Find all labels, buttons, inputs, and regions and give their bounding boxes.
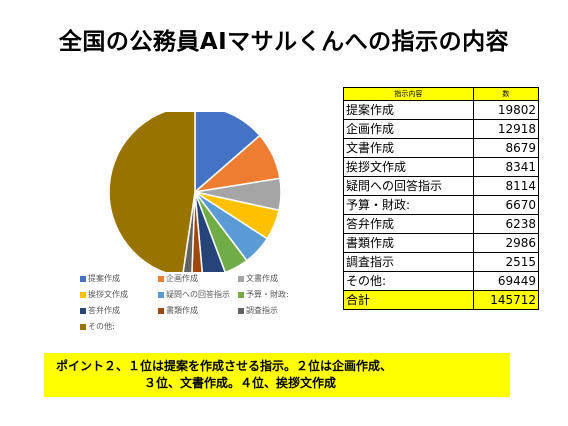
legend-label: 疑問への回答指示 [166, 290, 230, 299]
legend-item: 疑問への回答指示 [158, 290, 230, 300]
table-row: 予算・財政: 6670 [343, 195, 540, 215]
legend-swatch [80, 291, 86, 298]
legend-item: 提案作成 [80, 274, 120, 284]
legend-label: 予算・財政: [246, 290, 289, 299]
table-row: 疑問への回答指示 8114 [343, 176, 540, 196]
row-label: その他: [343, 271, 474, 291]
row-value: 8679 [472, 138, 540, 158]
total-label: 合計 [343, 290, 474, 310]
table-header-cell: 指示内容 [343, 87, 474, 101]
table-row: 文書作成 8679 [343, 138, 540, 158]
legend-label: 答弁作成 [88, 306, 120, 315]
key-point-box: ポイント２、１位は提案を作成させる指示。２位は企画作成、 ３位、文書作成。４位、… [44, 353, 510, 397]
table-header-row: 指示内容 数 [343, 87, 540, 101]
pie-chart [108, 112, 282, 272]
row-label: 提案作成 [343, 100, 474, 120]
row-value: 2986 [472, 233, 540, 253]
legend-swatch [80, 323, 86, 330]
legend-label: その他: [88, 322, 115, 331]
pie-slice [182, 191, 196, 272]
row-label: 調査指示 [343, 252, 474, 272]
row-label: 疑問への回答指示 [343, 176, 474, 196]
legend-label: 調査指示 [246, 306, 278, 315]
table-row: 調査指示 2515 [343, 252, 540, 272]
pie-slice [194, 112, 261, 194]
table-row: その他: 69449 [343, 271, 540, 291]
page-title: 全国の公務員AIマサルくんへの指示の内容 [58, 29, 510, 55]
table-row: 挨拶文作成 8341 [343, 157, 540, 177]
row-label: 挨拶文作成 [343, 157, 474, 177]
data-table: 指示内容 数 提案作成 19802 企画作成 12918 文書作成 8679 挨拶文作… [343, 87, 540, 310]
row-label: 企画作成 [343, 119, 474, 139]
legend-item: 調査指示 [238, 306, 278, 316]
legend-item: 挨拶文作成 [80, 290, 128, 300]
legend-label: 文書作成 [246, 274, 278, 283]
table-row: 書類作成 2986 [343, 233, 540, 253]
legend-label: 挨拶文作成 [88, 290, 128, 299]
legend-label: 提案作成 [88, 274, 120, 283]
legend-item: その他: [80, 322, 115, 332]
table-header-cell: 数 [472, 87, 540, 101]
legend-item: 予算・財政: [238, 290, 289, 300]
legend-item: 文書作成 [238, 274, 278, 284]
row-label: 書類作成 [343, 233, 474, 253]
legend-swatch [158, 291, 164, 298]
table-row: 提案作成 19802 [343, 100, 540, 120]
row-value: 2515 [472, 252, 540, 272]
table-row: 答弁作成 6238 [343, 214, 540, 234]
legend-swatch [80, 275, 86, 282]
key-point-line: ３位、文書作成。４位、挨拶文作成 [144, 376, 337, 390]
legend-swatch [238, 307, 244, 314]
total-value: 145712 [472, 290, 540, 310]
legend-item: 書類作成 [158, 306, 198, 316]
legend-swatch [158, 307, 164, 314]
pie-slice [194, 191, 248, 272]
row-value: 6670 [472, 195, 540, 215]
row-value: 6238 [472, 214, 540, 234]
legend-label: 企画作成 [166, 274, 198, 283]
row-value: 19802 [472, 100, 540, 120]
pie-slice [108, 112, 196, 272]
row-label: 答弁作成 [343, 214, 474, 234]
legend-swatch [238, 275, 244, 282]
pie-slice [194, 191, 226, 272]
key-point-line: ポイント２、１位は提案を作成させる指示。２位は企画作成、 [56, 359, 393, 373]
legend-swatch [158, 275, 164, 282]
table-total-row: 合計 145712 [343, 290, 540, 310]
row-value: 69449 [472, 271, 540, 291]
legend-label: 書類作成 [166, 306, 198, 315]
row-value: 8114 [472, 176, 540, 196]
legend-swatch [238, 291, 244, 298]
legend-item: 企画作成 [158, 274, 198, 284]
row-label: 文書作成 [343, 138, 474, 158]
table-row: 企画作成 12918 [343, 119, 540, 139]
legend-swatch [80, 307, 86, 314]
legend-item: 答弁作成 [80, 306, 120, 316]
row-value: 12918 [472, 119, 540, 139]
row-label: 予算・財政: [343, 195, 474, 215]
row-value: 8341 [472, 157, 540, 177]
